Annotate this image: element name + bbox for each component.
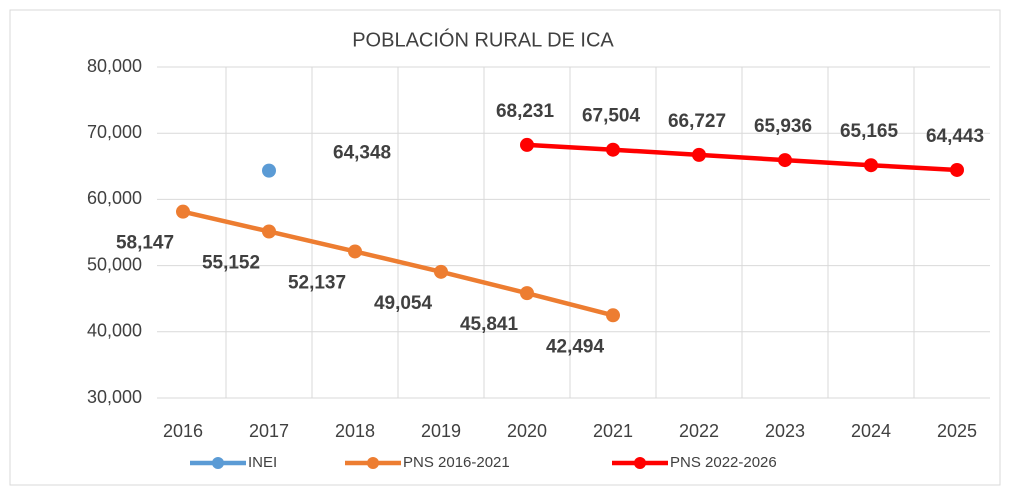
y-tick-label: 80,000	[87, 56, 142, 76]
point	[434, 264, 448, 279]
x-tick-label: 2021	[593, 421, 633, 441]
chart-title: POBLACIÓN RURAL DE ICA	[352, 28, 614, 51]
point	[176, 204, 190, 219]
point	[778, 153, 792, 168]
value-label: 42,494	[546, 336, 605, 357]
chart-border	[9, 9, 1001, 486]
value-label: 66,727	[668, 111, 726, 132]
x-tick-label: 2019	[421, 421, 461, 441]
value-label: 52,137	[288, 272, 346, 293]
point	[606, 308, 620, 323]
value-label: 64,443	[926, 126, 984, 147]
y-tick-label: 50,000	[87, 254, 142, 274]
value-label: 49,054	[374, 293, 433, 314]
point	[950, 162, 964, 177]
value-label: 67,504	[582, 106, 641, 127]
y-tick-label: 40,000	[87, 321, 142, 341]
x-tick-label: 2025	[937, 421, 977, 441]
point	[262, 224, 276, 239]
point	[606, 142, 620, 157]
point	[520, 137, 534, 152]
y-tick-label: 60,000	[87, 188, 142, 208]
legend-label: PNS 2016-2021	[403, 454, 510, 471]
point	[864, 158, 878, 173]
x-tick-label: 2023	[765, 421, 805, 441]
value-label: 64,348	[333, 143, 391, 164]
value-label: 68,231	[496, 101, 555, 122]
value-label: 65,165	[840, 121, 899, 142]
series-line	[182, 209, 614, 318]
x-tick-label: 2018	[335, 421, 375, 441]
x-tick-label: 2024	[851, 421, 891, 441]
point	[520, 286, 534, 301]
value-label: 45,841	[460, 314, 519, 335]
x-tick-label: 2022	[679, 421, 719, 441]
point	[262, 163, 276, 178]
legend-marker	[367, 457, 379, 469]
y-tick-label: 30,000	[87, 387, 142, 407]
legend-marker	[634, 457, 646, 469]
legend-label: INEI	[248, 454, 277, 471]
point	[692, 147, 706, 162]
x-tick-label: 2016	[163, 421, 203, 441]
value-label: 58,147	[116, 233, 174, 254]
x-tick-label: 2017	[249, 421, 289, 441]
x-tick-label: 2020	[507, 421, 547, 441]
legend-marker	[212, 457, 224, 469]
value-label: 55,152	[202, 253, 260, 274]
point	[348, 244, 362, 259]
value-label: 65,936	[754, 116, 812, 137]
series-line	[526, 142, 958, 173]
legend-label: PNS 2022-2026	[670, 454, 777, 471]
y-tick-label: 70,000	[87, 122, 142, 142]
